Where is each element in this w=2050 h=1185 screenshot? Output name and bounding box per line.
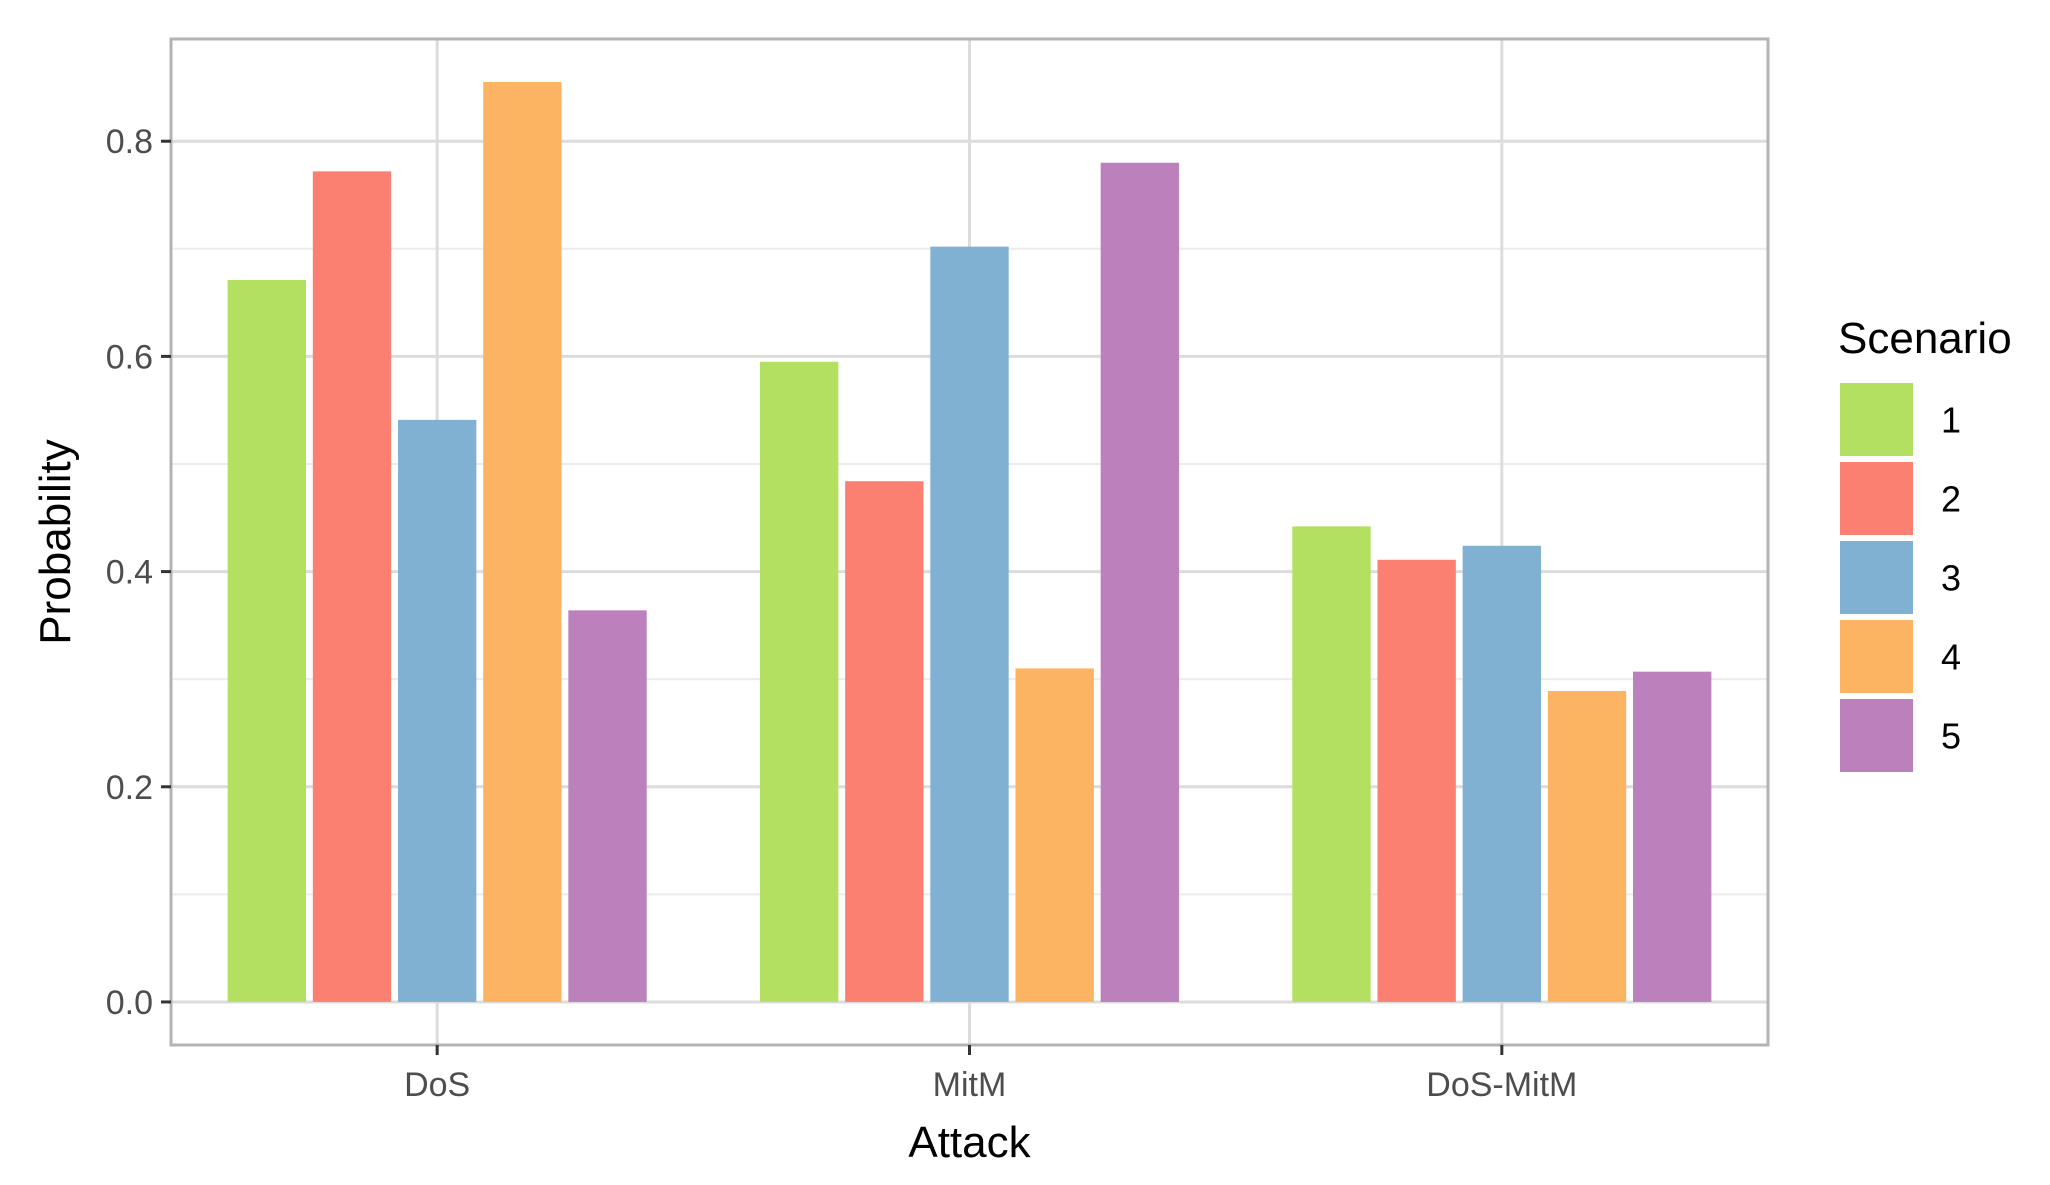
bar-DoS-scenario-4 bbox=[483, 82, 562, 1002]
bar-DoS-MitM-scenario-5 bbox=[1633, 671, 1712, 1002]
legend-label-5: 5 bbox=[1941, 716, 1961, 757]
bar-DoS-scenario-3 bbox=[397, 419, 477, 1002]
y-tick-label: 0.2 bbox=[106, 769, 153, 807]
x-axis-ticks: DoS MitM DoS-MitM bbox=[404, 1045, 1577, 1104]
legend-label-4: 4 bbox=[1941, 637, 1961, 678]
bar-MitM-scenario-4 bbox=[1015, 668, 1094, 1002]
x-tick-label: MitM bbox=[933, 1066, 1007, 1104]
bar-DoS-scenario-5 bbox=[568, 610, 647, 1002]
legend-title: Scenario bbox=[1838, 314, 2012, 363]
x-axis-title: Attack bbox=[908, 1118, 1031, 1167]
bars bbox=[227, 82, 1712, 1002]
y-tick-label: 0.0 bbox=[106, 984, 153, 1022]
legend-key-5 bbox=[1840, 699, 1913, 772]
legend-key-1 bbox=[1840, 383, 1913, 456]
y-tick-label: 0.4 bbox=[106, 554, 153, 592]
legend-key-3 bbox=[1840, 541, 1913, 614]
legend-label-1: 1 bbox=[1941, 400, 1961, 441]
bar-DoS-scenario-1 bbox=[227, 280, 306, 1002]
bar-MitM-scenario-5 bbox=[1100, 162, 1180, 1002]
x-tick-label: DoS-MitM bbox=[1426, 1066, 1577, 1104]
bar-MitM-scenario-3 bbox=[930, 246, 1009, 1002]
bar-DoS-scenario-2 bbox=[312, 171, 392, 1002]
bar-MitM-scenario-2 bbox=[845, 481, 924, 1002]
bar-DoS-MitM-scenario-1 bbox=[1292, 526, 1371, 1002]
y-axis-title: Probability bbox=[31, 439, 80, 644]
bar-DoS-MitM-scenario-3 bbox=[1462, 545, 1542, 1002]
bar-DoS-MitM-scenario-4 bbox=[1547, 691, 1627, 1002]
y-tick-label: 0.8 bbox=[106, 123, 153, 161]
legend-key-2 bbox=[1840, 462, 1913, 535]
y-axis-ticks: 0.0 0.2 0.4 0.6 0.8 bbox=[106, 123, 171, 1022]
legend-label-3: 3 bbox=[1941, 558, 1961, 599]
x-tick-label: DoS bbox=[404, 1066, 470, 1104]
bar-DoS-MitM-scenario-2 bbox=[1377, 559, 1456, 1002]
y-tick-label: 0.6 bbox=[106, 338, 153, 376]
legend-key-4 bbox=[1840, 620, 1913, 693]
legend-label-2: 2 bbox=[1941, 479, 1961, 520]
bar-MitM-scenario-1 bbox=[759, 361, 839, 1002]
legend: Scenario 1 2 3 4 5 bbox=[1838, 314, 2012, 772]
